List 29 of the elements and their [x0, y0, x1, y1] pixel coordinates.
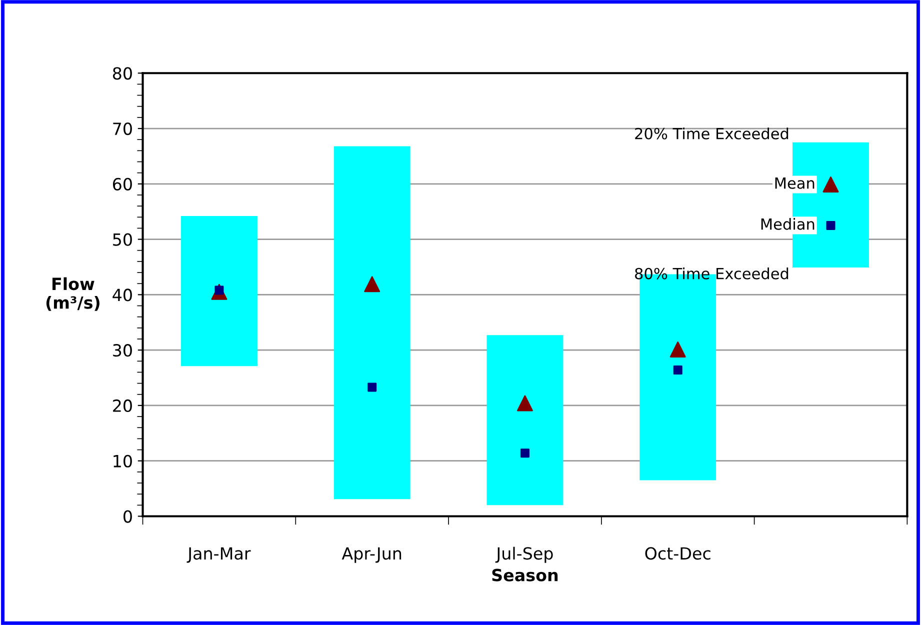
point	[364, 276, 380, 292]
point	[520, 448, 530, 458]
y-tick-label: 40	[112, 288, 132, 302]
annotation: 20% Time Exceeded	[635, 128, 788, 140]
y-axis-title: Flow (m³/s)	[46, 277, 100, 311]
bar	[334, 146, 410, 500]
y-tick-label: 20	[113, 399, 132, 412]
series-label: Median	[761, 218, 814, 230]
bar	[486, 335, 564, 506]
y-tick-label: 30	[113, 344, 132, 357]
y-tick-label: 0	[124, 510, 132, 523]
x-tick-label: Jul-Sep	[495, 546, 553, 563]
bar	[180, 216, 258, 366]
y-tick-label: 80	[112, 67, 132, 80]
y-tick-label: 60	[112, 178, 132, 190]
y-tick-label: 10	[114, 454, 132, 468]
point	[826, 220, 836, 230]
y-tick-label: 50	[113, 233, 132, 246]
point	[516, 395, 533, 412]
x-axis-title: Season	[492, 568, 558, 582]
x-tick-label: Jan-Mar	[186, 547, 251, 563]
point	[368, 382, 377, 392]
point	[673, 366, 682, 375]
point	[670, 342, 686, 358]
x-tick-label: Apr-Jun	[342, 547, 402, 563]
x-tick-label: Oct-Dec	[645, 547, 710, 560]
point	[822, 176, 839, 192]
y-tick-label: 70	[113, 122, 132, 136]
series-label: Mean	[775, 178, 814, 189]
